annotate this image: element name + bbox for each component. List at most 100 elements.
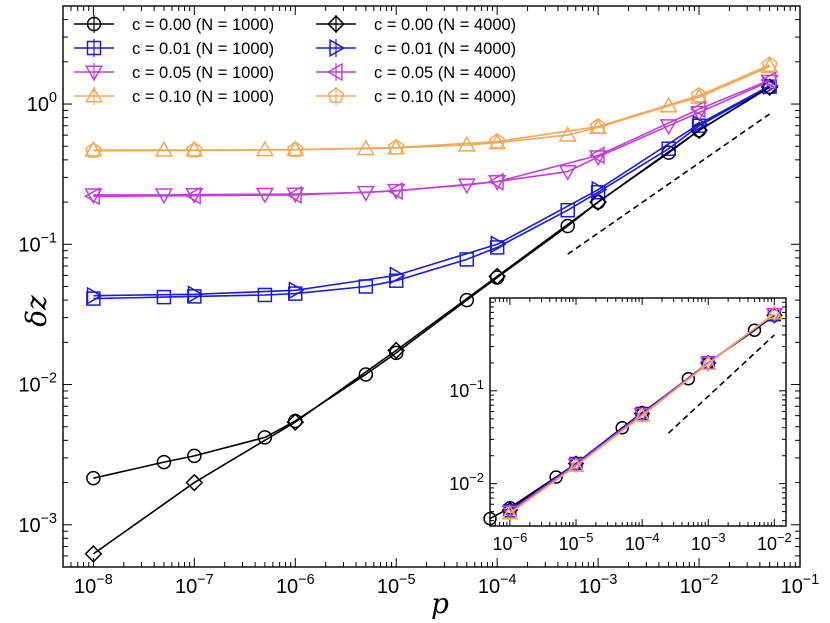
main-data-point	[255, 140, 274, 157]
legend-label: c = 0.01 (N = 4000)	[374, 40, 516, 58]
main-series-7	[85, 56, 778, 158]
inset-reference-dashed-line	[667, 334, 775, 434]
main-data-point	[588, 146, 605, 165]
main-data-point	[84, 545, 103, 563]
inset-data-point	[747, 323, 762, 337]
inset-x-tick-label: 10−3	[691, 530, 726, 554]
main-data-point	[387, 341, 406, 360]
main-series-line	[93, 85, 770, 297]
main-data-point	[187, 285, 204, 304]
main-data-point	[763, 76, 779, 95]
inset-data-point	[699, 355, 717, 371]
main-data-point	[560, 218, 575, 234]
main-series-6	[84, 71, 777, 206]
main-data-point	[659, 96, 678, 113]
inset-x-tick-label: 10−5	[559, 530, 594, 554]
main-x-tick-label: 10−8	[74, 572, 113, 598]
main-data-point	[389, 266, 406, 285]
main-data-point	[591, 180, 608, 199]
main-series-line	[93, 79, 770, 198]
main-data-point	[760, 57, 779, 74]
main-data-point	[86, 470, 101, 486]
legend-marker	[86, 40, 102, 56]
legend-entry: c = 0.01 (N = 1000)	[74, 39, 274, 58]
inset-data-point	[765, 307, 783, 323]
y-axis-label: δz	[20, 295, 53, 327]
main-data-point	[257, 287, 273, 303]
legend-marker	[86, 16, 102, 32]
main-data-point	[187, 448, 202, 464]
main-data-point	[487, 172, 504, 191]
main-y-tick-label: 10−3	[18, 511, 57, 537]
legend-marker	[329, 38, 346, 58]
main-data-point	[288, 281, 305, 300]
legend-marker	[84, 86, 104, 103]
inset-data-point	[633, 406, 651, 422]
main-data-point	[760, 71, 777, 90]
legend-entry: c = 0.10 (N = 1000)	[74, 86, 274, 106]
main-data-point	[589, 117, 607, 134]
main-data-point	[761, 56, 778, 72]
main-data-point	[287, 141, 304, 157]
main-data-point	[488, 267, 507, 286]
main-data-point	[358, 367, 374, 382]
legend: c = 0.00 (N = 1000) c = 0.01 (N = 1000) c …	[74, 15, 516, 106]
main-y-tick-label: 10−1	[18, 230, 57, 256]
main-data-point	[185, 473, 204, 492]
main-x-tick-label: 10−7	[175, 572, 214, 598]
inset-data-point	[765, 304, 783, 320]
legend-entry: c = 0.10 (N = 4000)	[316, 87, 516, 106]
main-series-line	[92, 86, 771, 555]
inset-series-4	[501, 304, 783, 520]
main-x-tick-label: 10−2	[680, 572, 719, 598]
main-x-tick-label: 10−4	[478, 572, 517, 598]
legend-label: c = 0.00 (N = 4000)	[374, 16, 516, 34]
main-x-tick-label: 10−3	[579, 572, 618, 598]
main-data-point	[690, 105, 709, 122]
main-data-point	[457, 178, 476, 195]
main-data-point	[589, 193, 607, 211]
main-series-4	[84, 78, 779, 563]
inset-x-tick-label: 10−4	[625, 530, 660, 554]
main-data-point	[387, 138, 405, 155]
legend-marker	[327, 15, 345, 33]
inset-data-point	[483, 511, 497, 526]
main-data-point	[388, 345, 404, 361]
main-data-point	[286, 413, 305, 431]
inset-data-point	[681, 371, 696, 386]
legend-entry: c = 0.00 (N = 1000)	[74, 15, 274, 34]
main-data-point	[590, 194, 606, 210]
main-data-point	[689, 100, 706, 119]
main-data-point	[186, 141, 203, 158]
main-data-point	[690, 86, 708, 103]
legend-label: c = 0.05 (N = 4000)	[374, 64, 516, 82]
main-y-tick-label: 100	[27, 90, 57, 116]
inset-data-point	[615, 421, 629, 435]
main-data-point	[257, 430, 273, 445]
main-data-point	[692, 114, 709, 134]
main-series-line	[93, 64, 770, 152]
main-x-tick-label: 10−5	[377, 572, 416, 598]
inset-data-point	[501, 504, 519, 520]
main-data-point	[490, 235, 507, 254]
main-data-point	[184, 186, 201, 205]
legend-marker	[327, 87, 345, 104]
main-data-point	[558, 164, 577, 181]
inset-series-line	[509, 312, 775, 514]
inset-plot: 10−6 10−5 10−4 10−3 10−2 10−2 10−1	[449, 297, 792, 554]
main-data-point	[558, 125, 577, 142]
legend-entry: c = 0.00 (N = 4000)	[316, 15, 516, 34]
main-x-tick-label: 10−6	[276, 572, 315, 598]
legend-label: c = 0.05 (N = 1000)	[132, 64, 274, 82]
inset-x-tick-label: 10−6	[492, 530, 527, 554]
main-data-point	[84, 140, 103, 157]
main-data-point	[459, 292, 475, 308]
main-x-tick-label: 10−1	[781, 572, 820, 598]
main-data-point	[488, 132, 506, 149]
legend-label: c = 0.01 (N = 1000)	[132, 40, 274, 58]
main-data-point	[156, 289, 172, 305]
main-data-point	[356, 185, 375, 202]
main-data-point	[86, 286, 103, 305]
inset-data-point	[549, 470, 563, 484]
legend-entry: c = 0.01 (N = 4000)	[316, 38, 516, 58]
